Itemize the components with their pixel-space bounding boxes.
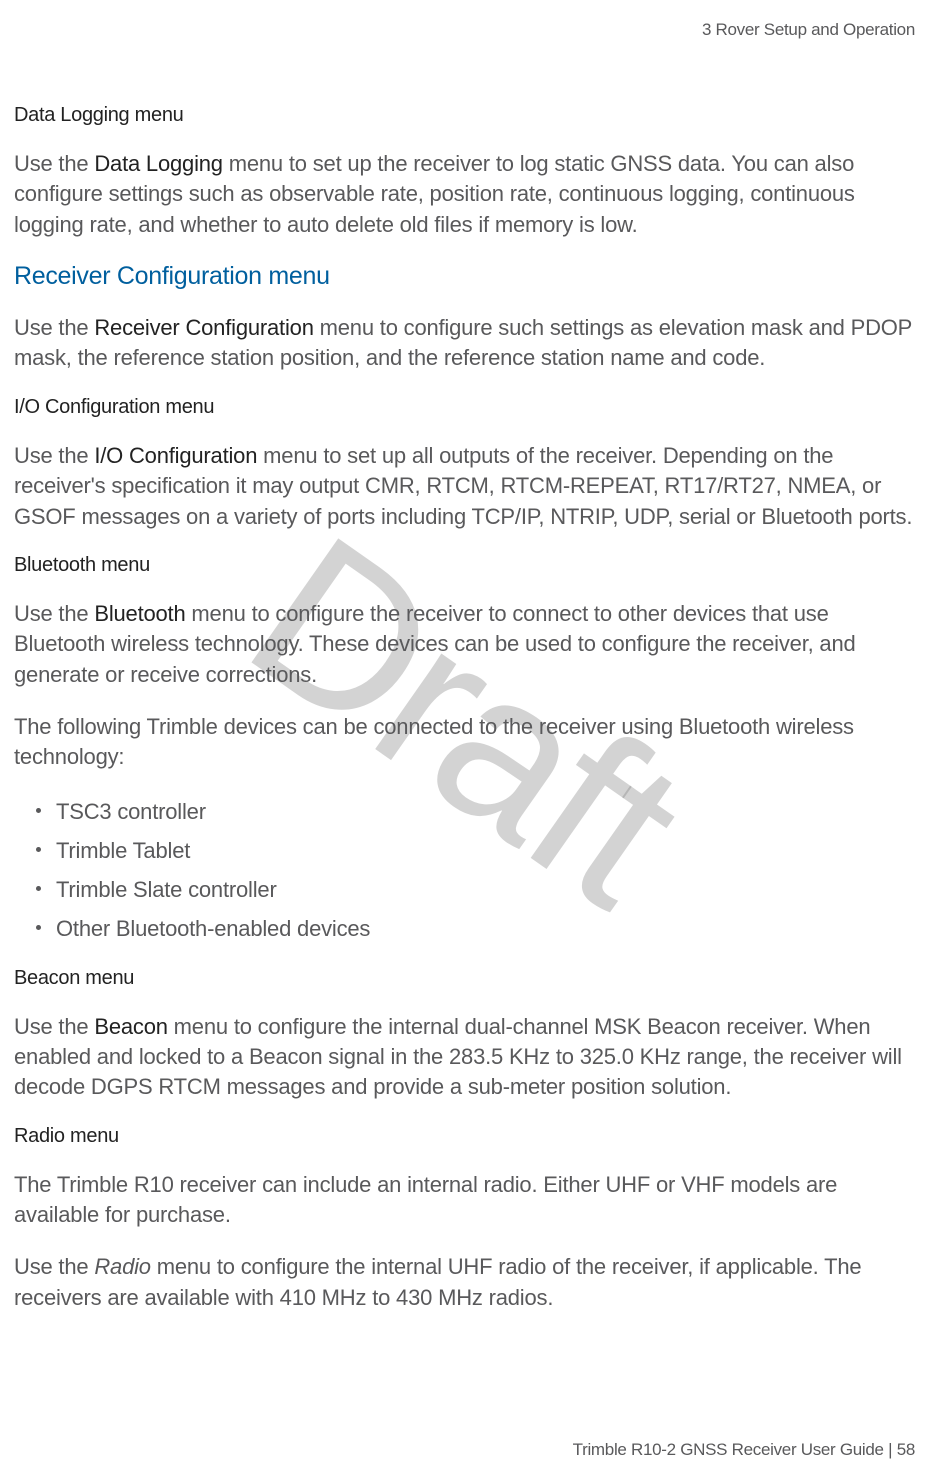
para-receiver-config: Use the Receiver Configuration menu to c… (14, 313, 915, 374)
bold-text: Data Logging (94, 151, 222, 176)
heading-receiver-config: Receiver Configuration menu (14, 262, 915, 291)
list-item: Trimble Tablet (14, 834, 915, 867)
para-beacon: Use the Beacon menu to configure the int… (14, 1012, 915, 1103)
page-content: 3 Rover Setup and Operation Data Logging… (0, 0, 929, 1313)
text: Use the (14, 1254, 94, 1279)
bold-text: Receiver Configuration (94, 315, 313, 340)
footer-text: Trimble R10-2 GNSS Receiver User Guide | (573, 1440, 897, 1459)
heading-data-logging: Data Logging menu (14, 104, 915, 127)
para-data-logging: Use the Data Logging menu to set up the … (14, 149, 915, 240)
heading-io-config: I/O Configuration menu (14, 396, 915, 419)
para-io-config: Use the I/O Configuration menu to set up… (14, 441, 915, 532)
page-number: 58 (897, 1440, 915, 1459)
list-item: TSC3 controller (14, 795, 915, 828)
list-item: Other Bluetooth-enabled devices (14, 912, 915, 945)
text: Use the (14, 1014, 94, 1039)
para-radio-1: The Trimble R10 receiver can include an … (14, 1170, 915, 1231)
page-footer: Trimble R10-2 GNSS Receiver User Guide |… (573, 1440, 915, 1460)
bold-text: Bluetooth (94, 601, 185, 626)
para-bluetooth-2: The following Trimble devices can be con… (14, 712, 915, 773)
bluetooth-list: TSC3 controller Trimble Tablet Trimble S… (14, 795, 915, 945)
text: Use the (14, 315, 94, 340)
list-item: Trimble Slate controller (14, 873, 915, 906)
bold-text: I/O Configuration (94, 443, 257, 468)
text: Use the (14, 151, 94, 176)
italic-text: Radio (94, 1254, 150, 1279)
bold-text: Beacon (94, 1014, 167, 1039)
text: Use the (14, 601, 94, 626)
heading-beacon: Beacon menu (14, 967, 915, 990)
heading-radio: Radio menu (14, 1125, 915, 1148)
heading-bluetooth: Bluetooth menu (14, 554, 915, 577)
para-radio-2: Use the Radio menu to configure the inte… (14, 1252, 915, 1313)
para-bluetooth-1: Use the Bluetooth menu to configure the … (14, 599, 915, 690)
chapter-header: 3 Rover Setup and Operation (14, 20, 915, 40)
text: Use the (14, 443, 94, 468)
